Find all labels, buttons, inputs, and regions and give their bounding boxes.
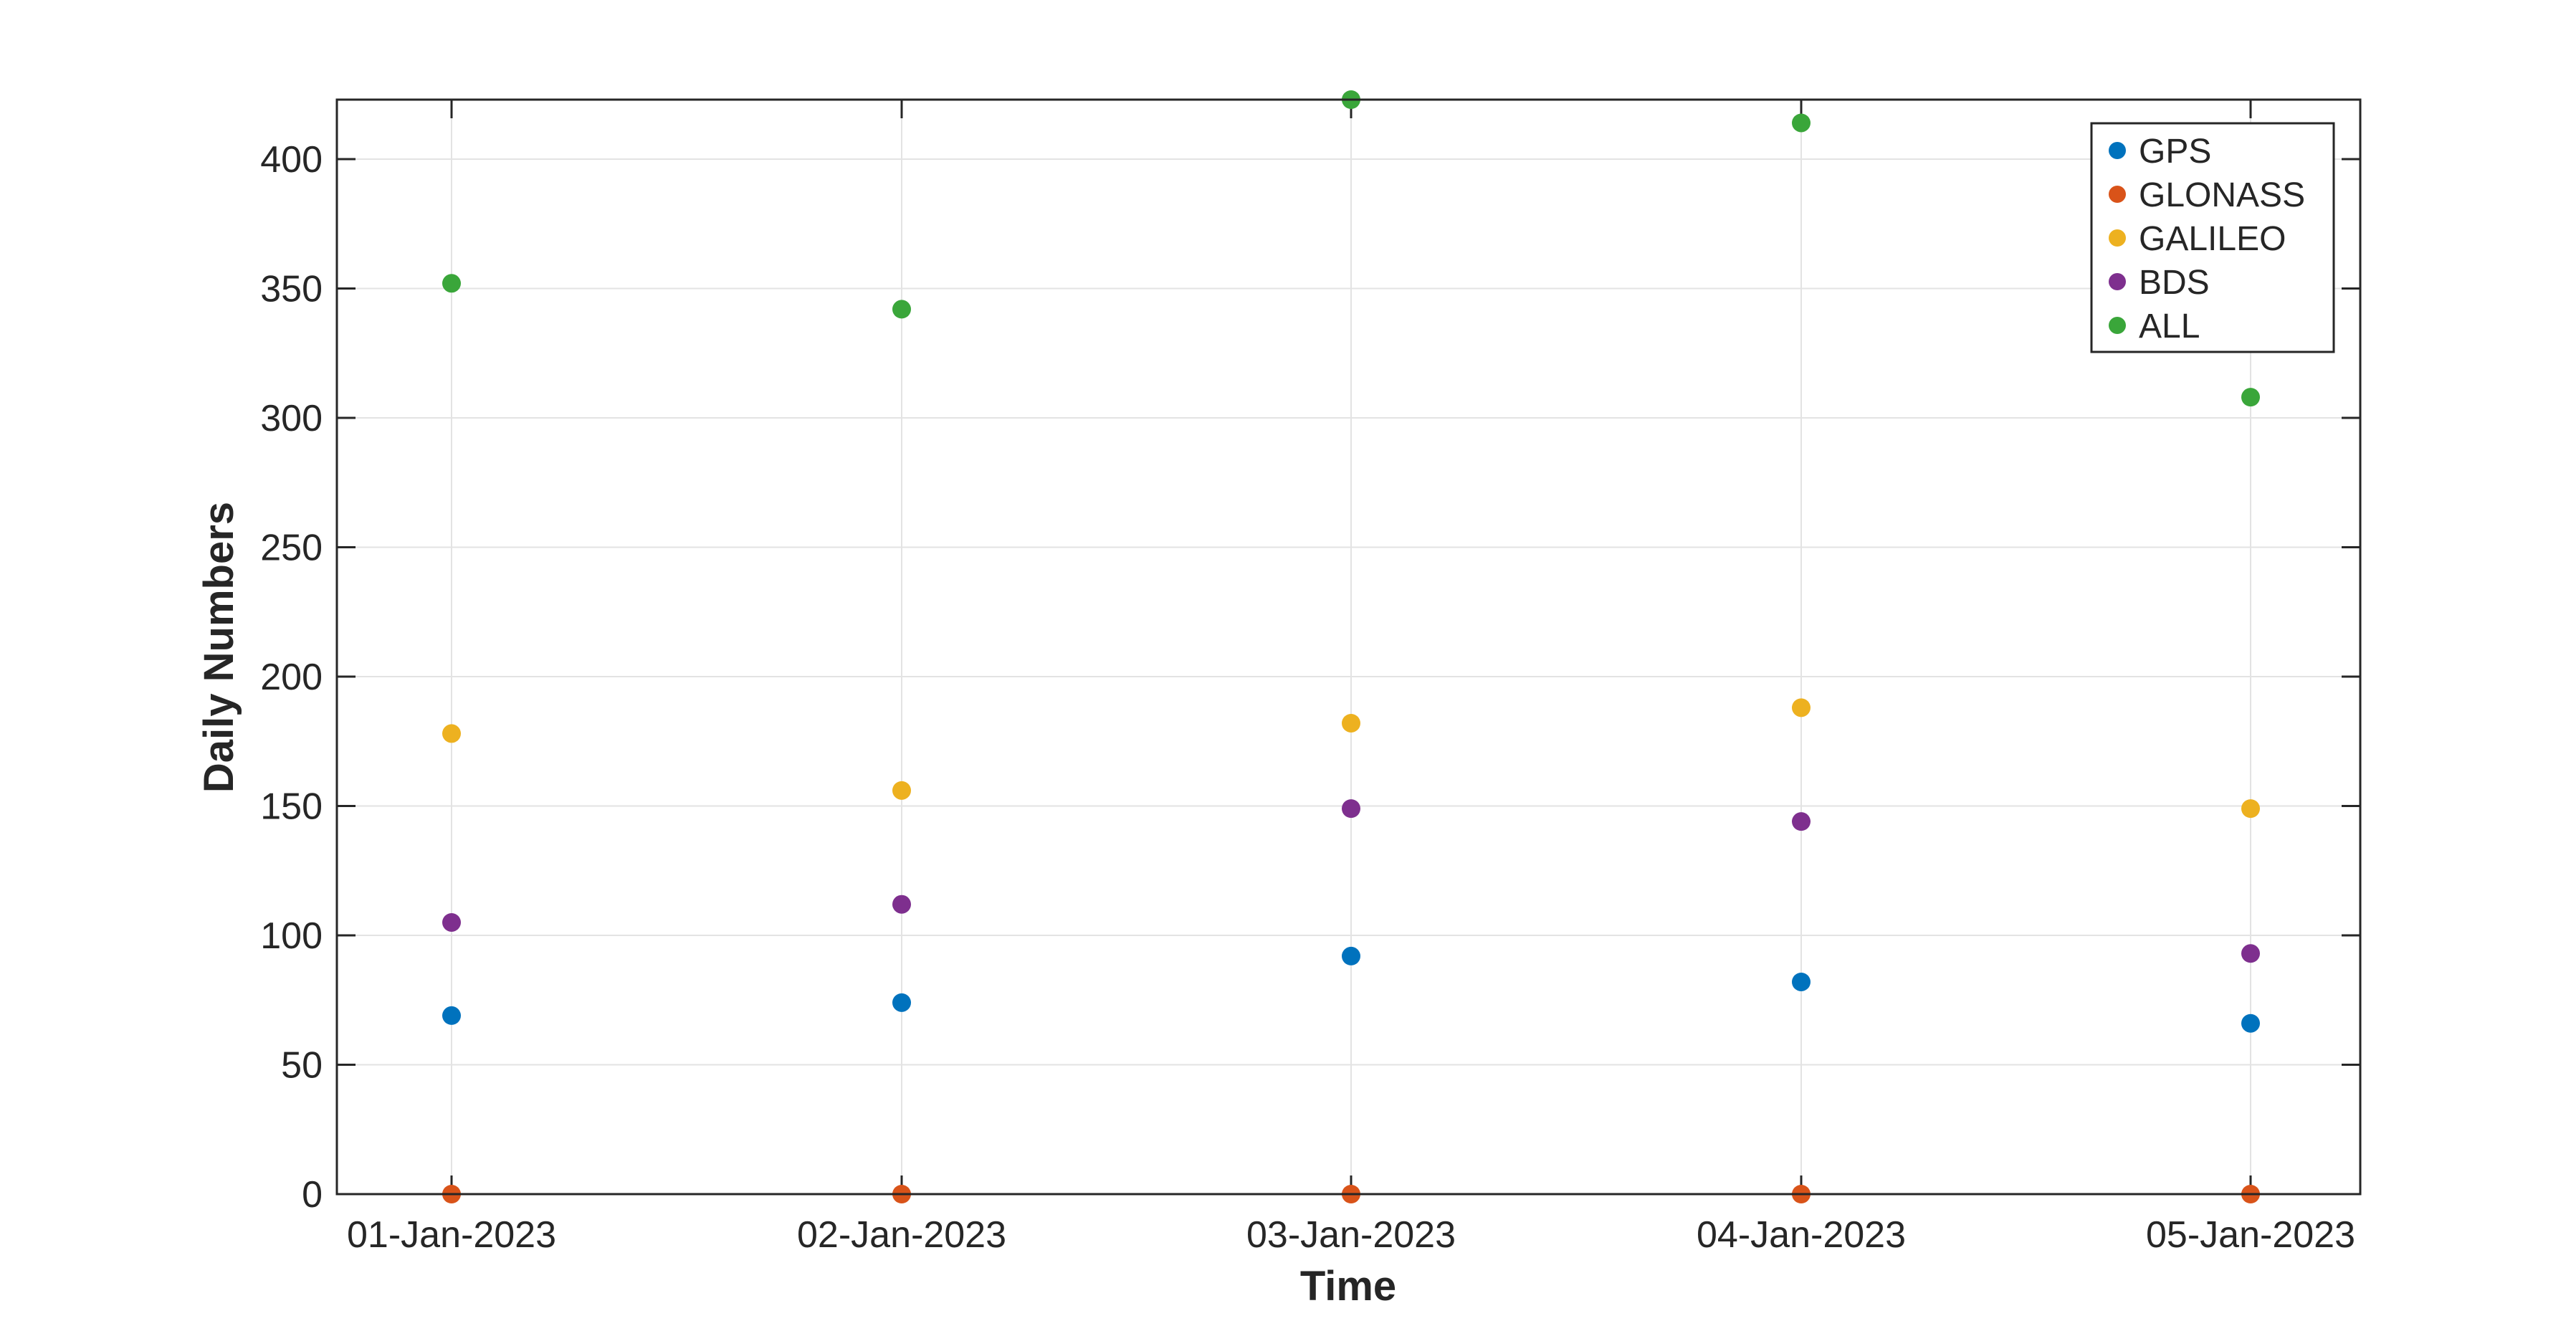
- tick-labels: 0 50 100 150 200 250 300 350 400 01-Jan-2023 02-Ja…: [260, 139, 2355, 1256]
- x-tick-label: 01-Jan-2023: [347, 1214, 556, 1256]
- data-point-all: [442, 274, 461, 293]
- legend-marker-bds: [2109, 273, 2126, 290]
- plot-background: [337, 100, 2360, 1194]
- legend-marker-glonass: [2109, 186, 2126, 203]
- y-tick-label: 50: [281, 1045, 323, 1087]
- data-point-bds: [1792, 812, 1811, 831]
- data-point-galileo: [442, 724, 461, 743]
- data-point-galileo: [1792, 698, 1811, 717]
- legend-marker-galileo: [2109, 229, 2126, 247]
- y-tick-label: 200: [260, 657, 323, 698]
- x-tick-label: 04-Jan-2023: [1697, 1214, 1906, 1256]
- legend-label-all: ALL: [2139, 307, 2200, 345]
- data-point-gps: [2241, 1013, 2260, 1033]
- y-tick-label: 250: [260, 528, 323, 569]
- x-tick-label: 05-Jan-2023: [2146, 1214, 2355, 1256]
- data-point-bds: [2241, 944, 2260, 963]
- data-point-bds: [1342, 799, 1360, 819]
- grid: [337, 100, 2360, 1195]
- y-tick-label: 350: [260, 269, 323, 310]
- data-point-all: [1792, 113, 1811, 133]
- data-point-all: [2241, 388, 2260, 407]
- data-point-gps: [1342, 946, 1360, 965]
- legend-label-gps: GPS: [2139, 133, 2211, 171]
- y-tick-label: 300: [260, 398, 323, 439]
- data-point-galileo: [892, 781, 911, 800]
- y-tick-label: 150: [260, 786, 323, 828]
- y-tick-label: 0: [302, 1174, 323, 1216]
- legend: GPS GLONASS GALILEO BDS ALL: [2090, 122, 2335, 353]
- data-point-bds: [892, 895, 911, 914]
- data-point-gps: [892, 993, 911, 1012]
- y-tick-label: 100: [260, 915, 323, 957]
- legend-label-bds: BDS: [2139, 264, 2210, 302]
- legend-box: [2090, 122, 2335, 353]
- data-point-all: [892, 300, 911, 319]
- x-axis-label: Time: [1300, 1263, 1396, 1310]
- x-tick-label: 02-Jan-2023: [797, 1214, 1006, 1256]
- legend-label-glonass: GLONASS: [2139, 176, 2305, 214]
- y-tick-label: 400: [260, 139, 323, 181]
- y-axis-label: Daily Numbers: [196, 502, 242, 793]
- data-point-galileo: [1342, 713, 1360, 733]
- legend-marker-all: [2109, 317, 2126, 334]
- legend-label-galileo: GALILEO: [2139, 220, 2286, 258]
- data-point-bds: [442, 912, 461, 932]
- data-point-gps: [442, 1006, 461, 1025]
- plot-frame: [335, 98, 2362, 1196]
- data-point-gps: [1792, 972, 1811, 991]
- legend-marker-gps: [2109, 142, 2126, 159]
- x-tick-label: 03-Jan-2023: [1246, 1214, 1456, 1256]
- data-point-galileo: [2241, 799, 2260, 819]
